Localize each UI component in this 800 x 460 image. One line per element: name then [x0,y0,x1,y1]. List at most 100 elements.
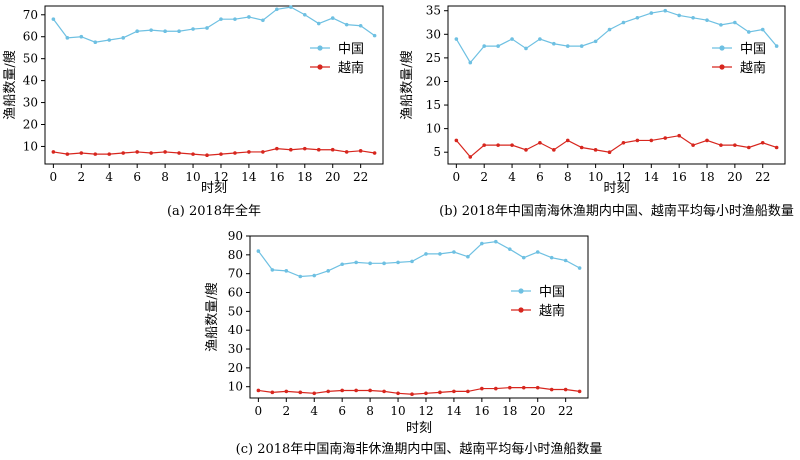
data-point [538,37,542,41]
legend-marker [518,288,524,294]
data-point [247,150,251,154]
x-tick-label: 22 [755,170,770,184]
data-point [746,30,751,34]
data-point [107,152,112,156]
data-point [563,387,568,392]
data-point [256,249,261,253]
x-tick-label: 4 [508,170,516,184]
x-tick-label: 6 [133,170,141,184]
series-line-1 [258,387,580,395]
series-line-1 [53,148,375,156]
data-point [454,138,459,143]
data-point [149,28,153,32]
data-point [410,392,414,397]
data-point [275,146,279,151]
x-tick-label: 2 [282,404,290,418]
x-tick-label: 20 [530,404,545,418]
data-point [565,44,570,48]
data-point [135,150,139,154]
data-point [691,143,695,147]
x-axis-label: 时刻 [603,181,629,196]
data-point [691,15,695,20]
x-axis-label: 时刻 [406,421,432,436]
legend-marker [719,64,725,70]
data-point [326,389,331,394]
y-tick-label: 90 [228,229,243,243]
data-point [454,37,459,41]
data-point [677,133,681,138]
x-tick-label: 14 [241,170,257,184]
legend-marker [317,64,323,70]
data-point [177,29,181,34]
data-point [79,151,84,155]
data-point [354,388,358,393]
data-point [410,259,414,264]
x-tick-label: 4 [310,404,318,418]
data-point [256,388,261,393]
data-point [298,390,303,395]
data-point [705,138,709,143]
data-point [372,151,377,155]
data-point [121,151,126,155]
data-point [316,21,321,26]
data-point [496,44,500,48]
data-point [344,22,349,27]
chart-caption: (c) 2018年中国南海非休渔期内中国、越南平均每小时渔船数量 [236,441,603,457]
x-tick-label: 12 [418,404,433,418]
data-point [93,40,98,45]
data-point [340,262,344,267]
x-tick-label: 22 [558,404,573,418]
data-point [289,147,293,152]
x-tick-label: 0 [255,404,263,418]
data-point [649,138,654,143]
x-tick-label: 22 [353,170,368,184]
data-point [382,389,386,394]
x-tick-label: 16 [474,404,489,418]
y-tick-label: 35 [426,4,441,18]
x-tick-label: 18 [502,404,517,418]
data-point [275,7,279,12]
data-point [312,391,317,396]
y-tick-label: 50 [228,304,243,318]
x-tick-label: 2 [77,170,85,184]
y-tick-label: 70 [23,8,38,22]
data-point [577,389,582,394]
series-line-1 [455,135,777,158]
legend-marker [719,45,725,51]
data-point [746,145,751,150]
data-point [579,44,584,48]
data-point [480,241,484,246]
data-point [205,153,209,158]
legend-label: 越南 [539,303,565,319]
data-point [466,389,470,394]
data-point [289,5,293,9]
y-tick-label: 70 [228,267,243,281]
data-point [358,149,363,153]
data-point [549,255,554,260]
x-tick-label: 10 [390,404,405,418]
data-point [494,239,498,244]
data-point [719,23,723,27]
x-tick-label: 10 [588,170,603,184]
data-point [438,252,442,256]
series-line-0 [455,10,778,64]
x-tick-label: 12 [213,170,228,184]
y-tick-label: 60 [23,30,38,44]
y-tick-label: 40 [228,323,243,337]
data-point [552,148,556,152]
data-point [649,11,654,15]
y-tick-label: 20 [426,74,441,88]
data-point [51,150,56,154]
data-point [270,390,275,395]
data-point [51,17,56,21]
data-point [482,44,487,48]
data-point [663,8,668,13]
y-tick-label: 30 [426,27,441,41]
data-point [261,150,265,154]
plot-frame [447,5,786,165]
legend-label: 越南 [740,60,766,76]
data-point [480,386,484,391]
x-tick-label: 20 [727,170,742,184]
data-point [233,151,237,155]
